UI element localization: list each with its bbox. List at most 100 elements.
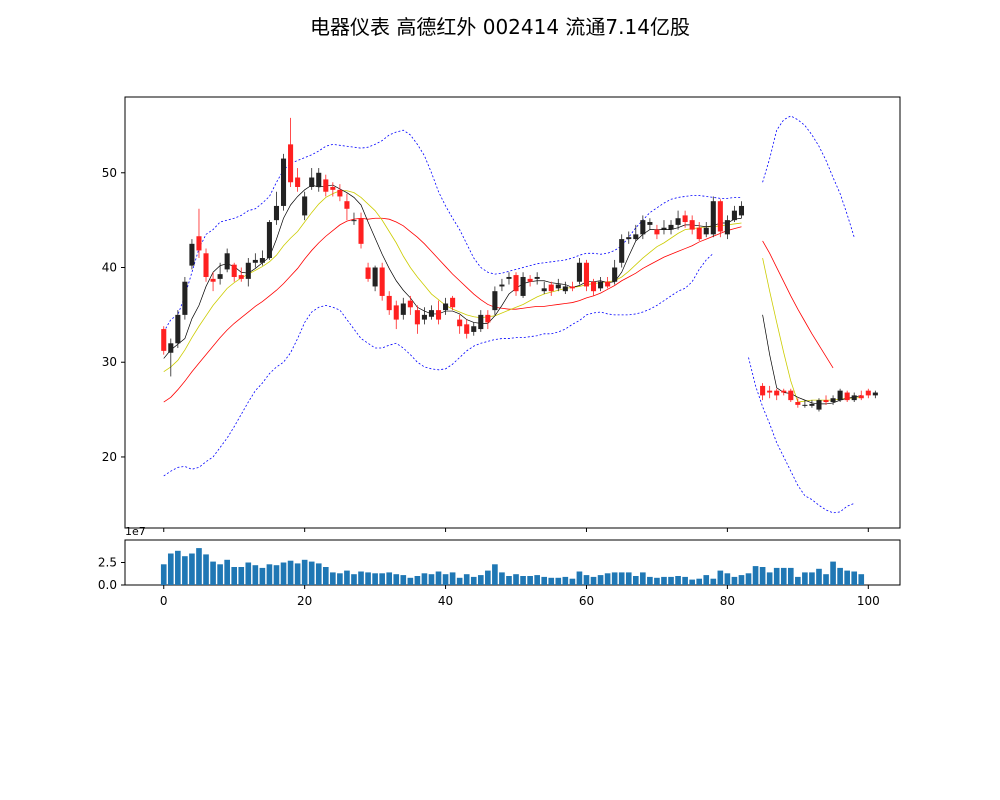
candle-body: [266, 222, 272, 259]
candle-body: [520, 276, 526, 296]
volume-bar: [182, 556, 188, 585]
candle-body: [809, 403, 815, 406]
candle-body: [633, 234, 639, 240]
volume-bar: [816, 568, 822, 585]
candle-body: [823, 400, 829, 403]
candle-body: [612, 267, 618, 282]
volume-bar: [414, 576, 421, 585]
candle-body: [344, 201, 350, 209]
volume-bar: [640, 572, 646, 585]
volume-bar: [823, 574, 829, 585]
volume-bar: [569, 578, 576, 585]
volume-bar: [322, 567, 329, 585]
volume-bar: [477, 575, 484, 585]
volume-bar: [625, 572, 632, 585]
candle-body: [492, 291, 498, 311]
volume-bar: [160, 564, 167, 585]
volume-bar: [301, 559, 308, 585]
candle-body: [802, 404, 808, 406]
candle-body: [640, 220, 646, 235]
volume-bar: [710, 578, 717, 585]
volume-bar: [759, 567, 766, 585]
volume-bar: [266, 564, 273, 585]
volume-bar: [752, 566, 759, 585]
candle-body: [358, 218, 364, 244]
volume-bar: [527, 576, 533, 585]
volume-bar: [802, 572, 808, 585]
candle-body: [675, 218, 681, 225]
volume-bar: [682, 576, 688, 585]
volume-bar: [245, 562, 252, 585]
candle-body: [351, 220, 357, 222]
volume-bar: [562, 576, 569, 585]
candle-body: [168, 343, 174, 353]
x-tick-label: 20: [297, 594, 312, 608]
volume-bar: [449, 572, 456, 585]
candle-body: [555, 284, 561, 289]
volume-bar: [717, 570, 724, 585]
candle-body: [471, 326, 477, 332]
volume-bar: [534, 575, 540, 585]
volume-offset-label: 1e7: [125, 525, 146, 538]
candle-body: [252, 259, 258, 263]
candle-body: [781, 390, 787, 393]
volume-bar: [576, 571, 583, 585]
volume-bar: [372, 573, 378, 585]
volume-bar: [351, 574, 357, 585]
candle-body: [323, 179, 329, 192]
candle-body: [393, 305, 399, 320]
candle-body: [259, 258, 265, 263]
boll-lower-line: [163, 253, 855, 514]
volume-bar: [618, 572, 625, 585]
volume-bar: [330, 572, 336, 585]
boll-upper-line: [163, 115, 855, 333]
candle-body: [161, 329, 167, 351]
volume-bar: [407, 577, 414, 585]
candle-body: [569, 286, 575, 289]
candle-body: [316, 172, 322, 187]
candle-body: [245, 262, 251, 279]
volume-bar: [189, 553, 195, 585]
candle-body: [217, 274, 223, 279]
candle-body: [710, 201, 716, 235]
candle-body: [830, 398, 836, 403]
candle-body: [548, 284, 554, 292]
volume-bar: [386, 572, 393, 585]
candle-body: [273, 205, 280, 221]
volume-bar: [780, 567, 787, 585]
volume-bar: [611, 572, 618, 585]
candle-body: [626, 237, 632, 240]
volume-bar: [210, 561, 216, 585]
x-tick-label: 80: [720, 594, 735, 608]
volume-bar: [858, 574, 865, 585]
volume-bar: [175, 550, 181, 585]
candle-body: [457, 319, 463, 327]
candle-body: [576, 262, 582, 282]
candle-body: [499, 284, 505, 287]
volume-bar: [844, 570, 850, 585]
volume-bar: [590, 576, 597, 585]
candle-body: [189, 243, 195, 266]
candle-body: [872, 392, 878, 396]
candle-body: [302, 196, 308, 216]
candle-body: [527, 278, 533, 282]
volume-bar: [344, 570, 350, 585]
x-axis: 0 20 40 60 80 100: [160, 585, 880, 608]
candle-body: [337, 189, 343, 197]
volume-bar: [583, 575, 590, 585]
candle-body: [485, 314, 491, 323]
candle-body: [478, 314, 484, 330]
candle-body: [513, 275, 519, 292]
candle-body: [295, 177, 301, 187]
candle-body: [619, 239, 625, 263]
volume-bar: [217, 564, 223, 585]
price-tick-label: 50: [102, 166, 117, 180]
volume-bar: [463, 574, 470, 585]
candle-body: [703, 227, 709, 235]
volume-bar: [654, 577, 660, 585]
candle-body: [774, 390, 780, 396]
candle-body: [598, 281, 604, 289]
volume-bar: [541, 576, 548, 585]
candle-body: [506, 276, 512, 279]
